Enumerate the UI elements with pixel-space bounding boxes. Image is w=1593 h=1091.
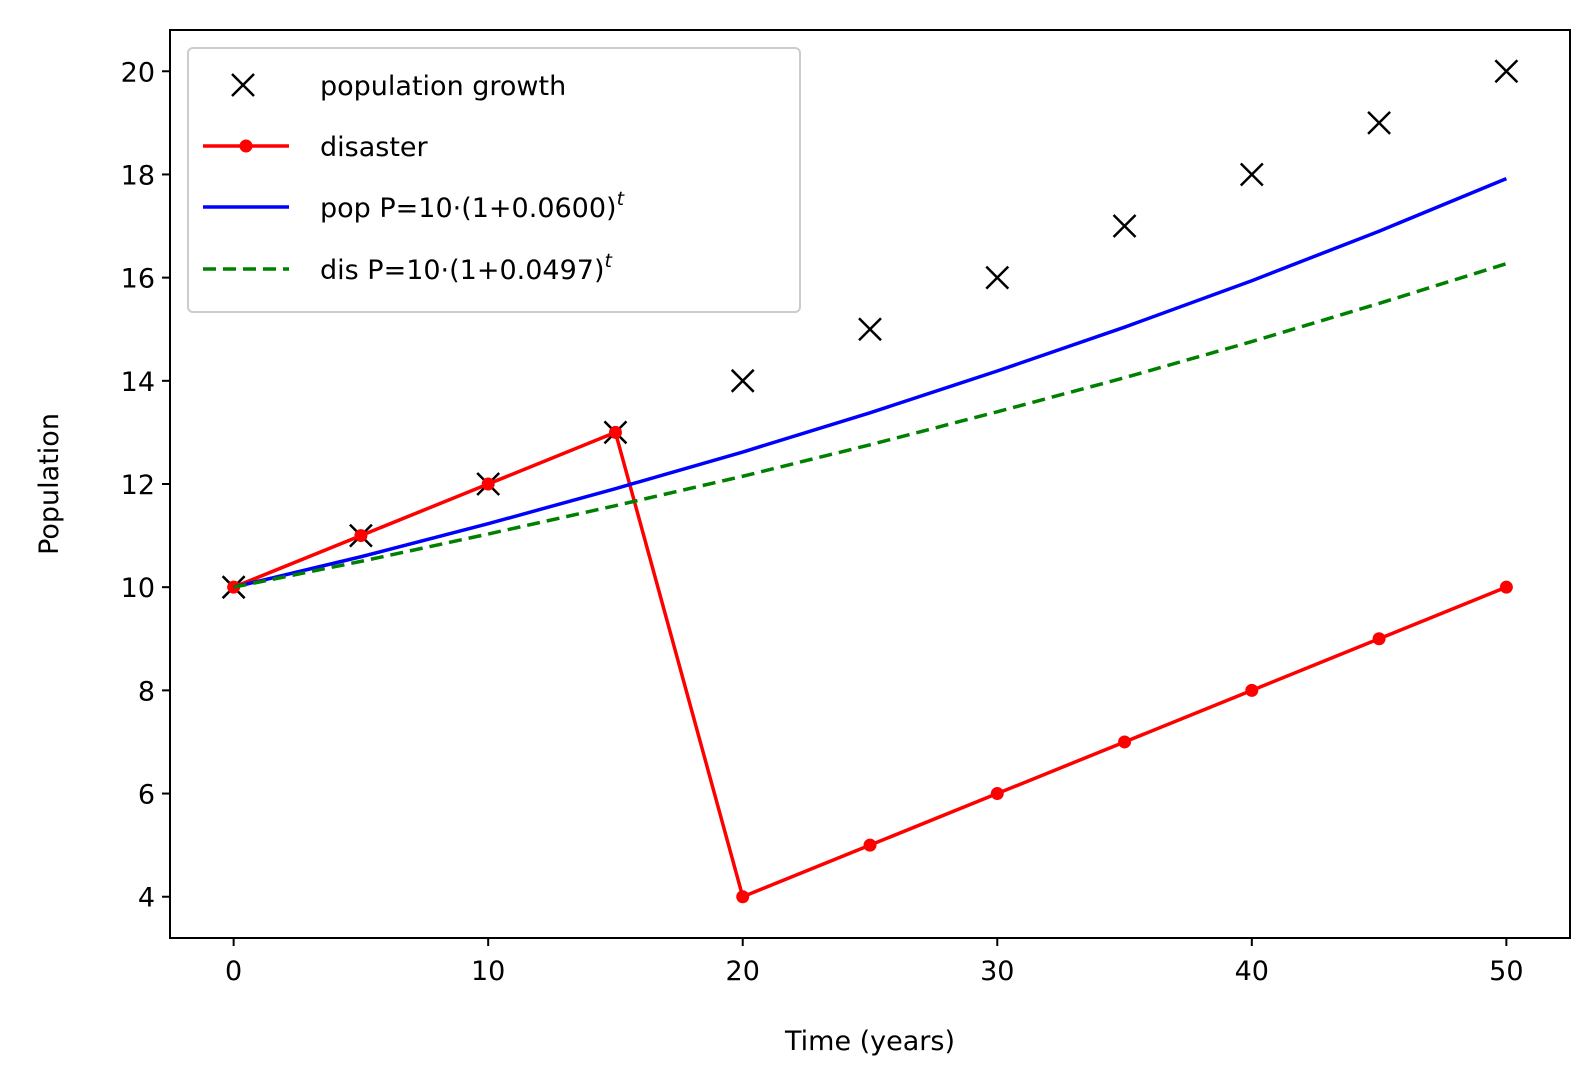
growth-point [985, 265, 1010, 290]
y-tick-label: 4 [138, 883, 155, 914]
growth-point [730, 368, 755, 393]
disaster-point [608, 425, 622, 439]
y-tick-label: 6 [138, 780, 155, 811]
legend-label: pop P=10·(1+0.0600)t [320, 188, 626, 224]
y-tick-label: 18 [121, 160, 155, 191]
x-marker-stroke [730, 368, 755, 393]
x-tick-label: 50 [1489, 956, 1523, 987]
x-tick-label: 30 [980, 956, 1014, 987]
plot-area [221, 59, 1519, 904]
x-marker-stroke [985, 265, 1010, 290]
growth-point [1367, 110, 1391, 135]
y-tick-label: 20 [121, 57, 155, 88]
x-tick-label: 0 [225, 956, 242, 987]
disaster-point [736, 890, 750, 904]
dis-fit-line [233, 262, 1507, 589]
axis-ticks: 0 10 20 30 40 50 4 6 8 10 12 14 16 18 20 [121, 57, 1524, 987]
legend-label: dis P=10·(1+0.0497)t [320, 250, 613, 286]
legend-label-superscript: t [617, 188, 626, 210]
y-tick-label: 10 [121, 573, 155, 604]
y-tick-label: 8 [138, 676, 155, 707]
growth-point [1494, 59, 1519, 84]
disaster-point [863, 838, 877, 852]
disaster-point [354, 529, 368, 543]
x-marker-stroke [231, 73, 255, 97]
growth-point [1239, 162, 1264, 187]
x-marker-stroke [1367, 110, 1391, 135]
x-marker-stroke [1239, 162, 1264, 187]
y-axis-label: Population [34, 413, 65, 555]
legend-x-marker [231, 73, 255, 97]
legend-label-superscript: t [604, 250, 613, 272]
legend-box [187, 47, 801, 313]
y-tick-label: 12 [121, 470, 155, 501]
x-marker-stroke [858, 317, 882, 342]
legend-dot-sample [239, 139, 253, 153]
x-tick-label: 10 [471, 956, 505, 987]
x-axis-label: Time (years) [784, 1026, 955, 1057]
growth-point [858, 317, 882, 342]
growth-point [1112, 214, 1137, 238]
legend-entry: population growth [231, 71, 566, 102]
disaster-point [990, 787, 1004, 801]
disaster-point [1372, 632, 1386, 646]
x-marker-stroke [1112, 214, 1137, 238]
pop-fit-line [233, 176, 1508, 589]
disaster-point [1499, 580, 1513, 594]
disaster-point [1118, 735, 1132, 749]
x-marker-stroke [1494, 59, 1519, 84]
legend-entry: disaster [203, 132, 429, 163]
legend-entry: dis P=10·(1+0.0497)t [203, 250, 613, 286]
legend-entry: pop P=10·(1+0.0600)t [203, 188, 626, 224]
x-tick-label: 20 [726, 956, 760, 987]
legend-label: disaster [320, 132, 429, 163]
legend-label: population growth [320, 71, 566, 102]
legend: population growth disaster pop P=10·(1+0.0… [187, 47, 801, 313]
disaster-point [481, 477, 495, 491]
x-tick-label: 40 [1235, 956, 1269, 987]
y-tick-label: 14 [121, 367, 155, 398]
disaster-point [1245, 683, 1259, 697]
y-tick-label: 16 [121, 264, 155, 295]
